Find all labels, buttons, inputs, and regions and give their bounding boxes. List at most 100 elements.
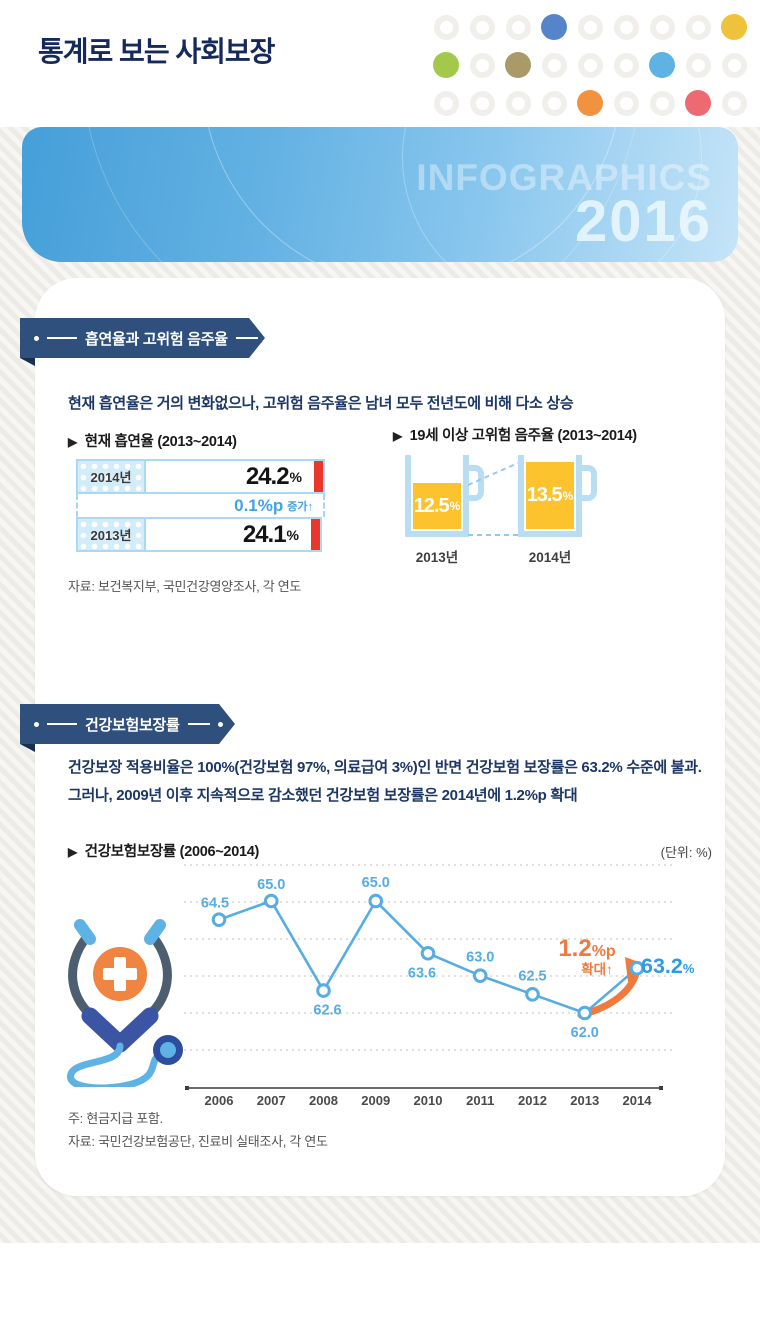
ring-dot <box>577 52 603 78</box>
triangle-bullet-icon: ▶ <box>68 845 77 859</box>
data-point <box>525 987 540 1002</box>
chart-unit-label: (단위: %) <box>660 845 712 860</box>
cigarette-bar-2013: 2013년 24.1 % <box>76 517 322 552</box>
ribbon-line-decor <box>47 337 77 339</box>
ribbon-line-decor <box>188 723 210 725</box>
smoking-chart-title: ▶ 현재 흡연율 (2013~2014) <box>68 430 237 451</box>
insurance-chart-title: ▶ 건강보험보장률 (2006~2014) <box>68 840 259 861</box>
value-label: 62.5 <box>518 968 546 984</box>
decorative-dots-grid <box>428 8 752 122</box>
data-point <box>368 893 384 909</box>
smoking-value-2013: 24.1 <box>242 520 287 548</box>
banner-year: 2016 <box>574 189 712 254</box>
percent-unit: % <box>562 488 574 503</box>
ring-dot <box>505 14 531 40</box>
percent-unit: % <box>289 468 302 485</box>
x-tick-label: 2010 <box>414 1093 443 1108</box>
data-point <box>577 1005 593 1021</box>
smoking-headline: 현재 흡연율은 거의 변화없으나, 고위험 음주율은 남녀 모두 전년도에 비해… <box>68 395 574 412</box>
ribbon-line-decor <box>236 337 258 339</box>
x-tick-label: 2011 <box>466 1093 494 1108</box>
drinking-chart-title: ▶ 19세 이상 고위험 음주율 (2013~2014) <box>393 424 637 445</box>
ring-dot <box>433 14 459 40</box>
value-label: 62.6 <box>313 1003 341 1019</box>
orange-dot <box>577 90 603 116</box>
x-tick-label: 2007 <box>257 1093 286 1108</box>
value-label: 62.0 <box>571 1025 599 1041</box>
percent-unit: % <box>449 499 461 513</box>
smoking-chart-title-text: 현재 흡연율 (2013~2014) <box>84 434 237 450</box>
mug-label-2013: 2013년 <box>415 550 459 565</box>
beer-mug-2013: 12.5 % <box>405 455 484 537</box>
mug-handle-decor <box>463 465 484 501</box>
ribbon-label: 건강보험보장률 <box>85 716 180 734</box>
data-point <box>263 893 279 909</box>
mug-connector-lines <box>468 462 518 536</box>
x-tick-label: 2006 <box>205 1093 234 1108</box>
cigarette-filter-label: 2014년 <box>78 461 146 492</box>
ring-dot <box>433 90 459 116</box>
axis-end-dot <box>185 1086 189 1090</box>
cigarette-tip-decor <box>314 461 323 492</box>
percent-unit: % <box>286 526 299 543</box>
insurance-chart-title-text: 건강보험보장률 (2006~2014) <box>84 844 260 860</box>
red-dot <box>685 90 711 116</box>
ribbon-fold-decor <box>20 744 35 752</box>
yellow-dot <box>721 14 747 40</box>
header-bar: 통계로 보는 사회보장 <box>0 0 760 127</box>
x-tick-label: 2012 <box>518 1093 547 1108</box>
data-point <box>472 968 488 983</box>
ring-dot <box>721 90 747 116</box>
insurance-line-chart-svg: 2006 2007 2008 2009 2010 2011 2012 2013 2014 1.2%… <box>184 864 695 1108</box>
annotation-value: 1.2%p <box>558 935 616 962</box>
axis-end-dot <box>659 1086 663 1090</box>
x-tick-label: 2008 <box>309 1093 338 1108</box>
insurance-note: 주: 현금지급 포함. <box>68 1111 163 1126</box>
value-label: 65.0 <box>257 877 285 893</box>
mug-label-2014: 2014년 <box>528 550 572 565</box>
smoking-change-callout: 0.1%p 증가↑ <box>76 494 325 517</box>
value-label: 65.0 <box>362 875 390 891</box>
ring-dot <box>469 52 495 78</box>
cigarette-bar-value: 24.2 % <box>146 461 314 492</box>
ring-dot <box>613 14 639 40</box>
annotation-label: 확대↑ <box>581 961 613 977</box>
ribbon-line-decor <box>47 723 77 725</box>
ring-dot <box>685 14 711 40</box>
ring-dot <box>649 90 675 116</box>
dashed-connector <box>323 494 325 517</box>
ring-dot <box>469 90 495 116</box>
footer-bar: 보건복지부 사회보장위원회 사무국 KiHASA 한국보건사회연구원 Korea… <box>0 1243 760 1323</box>
data-point <box>420 945 436 961</box>
ring-dot <box>505 90 531 116</box>
ring-dot <box>649 14 675 40</box>
ribbon-dot-icon <box>34 336 39 341</box>
value-label: 64.5 <box>201 896 229 912</box>
cigarette-bar-2014: 2014년 24.2 % <box>76 459 325 494</box>
smoking-source-note: 자료: 보건복지부, 국민건강영양조사, 각 연도 <box>68 579 302 594</box>
triangle-bullet-icon: ▶ <box>393 429 402 443</box>
data-point <box>211 912 227 927</box>
mug-handle-decor <box>576 465 597 501</box>
dashed-connector <box>76 494 78 517</box>
data-point <box>629 960 645 976</box>
triangle-bullet-icon: ▶ <box>68 435 77 449</box>
change-value: 0.1%p <box>234 495 284 515</box>
ring-dot <box>721 52 747 78</box>
insurance-headline-line1: 건강보장 적용비율은 100%(건강보험 97%, 의료급여 3%)인 반면 건… <box>68 759 702 776</box>
highlight-value-label: 63.2% <box>641 954 695 978</box>
drinking-value-2014: 13.5 <box>526 484 563 506</box>
ring-dot <box>541 52 567 78</box>
page-title: 통계로 보는 사회보장 <box>38 36 275 67</box>
ribbon-dot-icon <box>34 722 39 727</box>
section-ribbon-smoking: 흡연율과 고위험 음주율 <box>20 318 265 358</box>
x-tick-label: 2014 <box>623 1093 653 1108</box>
sky-dot <box>649 52 675 78</box>
ring-dot <box>685 52 711 78</box>
x-tick-label: 2013 <box>570 1093 599 1108</box>
category-banner: INFOGRAPHICS 2016 건강 <box>22 127 738 262</box>
value-label: 63.6 <box>408 965 436 981</box>
insurance-headline-line2: 그러나, 2009년 이후 지속적으로 감소했던 건강보험 보장률은 2014년… <box>68 787 578 804</box>
change-label: 증가↑ <box>287 500 313 513</box>
